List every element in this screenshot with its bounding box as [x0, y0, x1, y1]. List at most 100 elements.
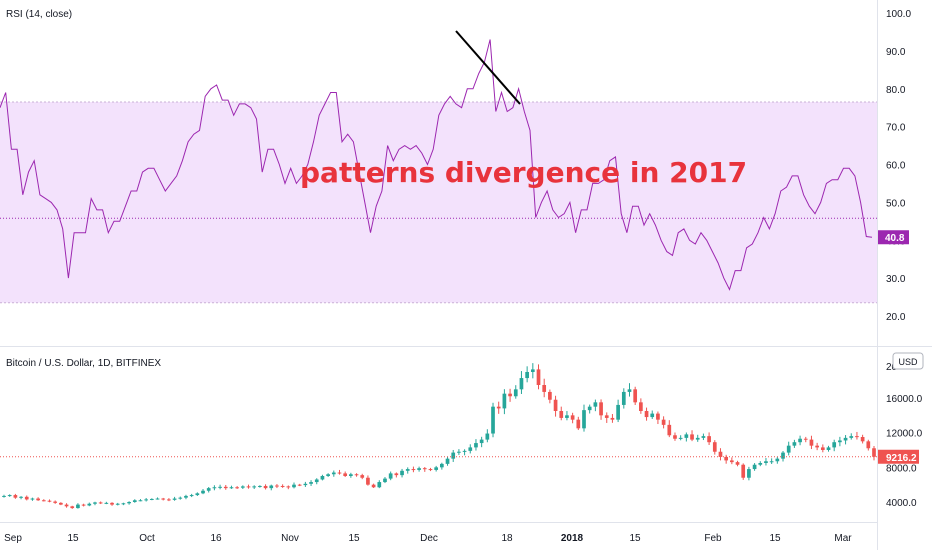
candle — [491, 402, 495, 438]
candle — [775, 456, 780, 464]
candle-body — [189, 495, 194, 497]
candle-body — [457, 451, 461, 453]
candle-body — [707, 436, 711, 443]
candle — [127, 501, 131, 505]
candle-body — [422, 468, 427, 470]
time-tick-label: 15 — [67, 533, 79, 544]
candle-body — [576, 419, 581, 429]
currency-badge-label: USD — [898, 357, 918, 367]
candle — [684, 432, 689, 442]
candle-body — [462, 450, 467, 452]
candle-body — [468, 447, 473, 451]
candle-body — [633, 389, 638, 403]
candle-body — [860, 437, 865, 442]
candle — [155, 497, 160, 500]
rsi-pane[interactable]: RSI (14, close) patterns divergence in 2… — [0, 9, 877, 304]
rsi-value-tag-label: 40.8 — [885, 233, 905, 244]
candle-body — [337, 472, 342, 474]
candle — [838, 436, 842, 447]
candle — [240, 485, 245, 490]
candle — [815, 442, 819, 451]
candle — [673, 432, 677, 441]
candle — [417, 466, 421, 472]
currency-badge[interactable]: USD — [892, 352, 924, 370]
price-tick-label: 12000.0 — [886, 429, 923, 440]
candle-body — [803, 438, 808, 440]
candle-body — [621, 391, 626, 405]
rsi-tick-label: 20.0 — [886, 312, 906, 323]
candle — [331, 470, 336, 477]
candle — [13, 493, 18, 499]
candle — [707, 432, 711, 446]
candle-body — [195, 493, 200, 496]
candle-body — [724, 456, 729, 461]
currency-badge-box — [892, 352, 924, 370]
candle-body — [383, 478, 387, 483]
candle-body — [388, 473, 393, 479]
candle — [132, 499, 137, 503]
time-axis[interactable]: Sep 15 Oct 16 Nov 15 Dec 18 2018 15 Feb 15 Mar — [0, 522, 877, 545]
candle-body — [712, 442, 717, 452]
candle-body — [309, 482, 313, 484]
trend-line-drawing[interactable] — [455, 30, 521, 105]
candle — [457, 449, 461, 455]
candle — [19, 496, 23, 500]
candle — [843, 435, 848, 445]
candle-body — [542, 385, 547, 392]
rsi-tick-label: 70.0 — [886, 123, 906, 134]
candle — [508, 388, 512, 402]
candle — [320, 474, 325, 481]
candle-body — [559, 411, 564, 418]
candle — [593, 399, 598, 412]
candle-body — [690, 434, 694, 440]
candle-body — [434, 467, 439, 470]
candle — [826, 445, 831, 452]
candle-body — [206, 488, 211, 491]
candle — [536, 364, 541, 390]
candle — [855, 431, 859, 440]
candle — [474, 439, 478, 451]
rsi-tick-label: 30.0 — [886, 274, 906, 285]
candle-body — [639, 402, 643, 411]
time-tick-label: Nov — [281, 533, 299, 544]
candle — [832, 439, 837, 452]
candle — [656, 411, 660, 425]
time-tick-label: 15 — [348, 533, 360, 544]
candle — [530, 363, 535, 379]
candle — [434, 465, 439, 472]
candle-body — [269, 485, 274, 489]
time-tick-label: Feb — [704, 533, 722, 544]
time-tick-label: Oct — [139, 533, 155, 544]
candle-body — [752, 464, 757, 470]
candle — [462, 449, 467, 456]
candle-body — [445, 458, 450, 464]
candle — [87, 502, 92, 507]
candle-body — [184, 495, 188, 498]
candle-body — [627, 389, 632, 392]
candle-body — [872, 448, 876, 457]
candle — [115, 502, 120, 506]
candle — [377, 480, 382, 489]
candle-body — [536, 369, 541, 385]
annotation-text[interactable]: patterns divergence in 2017 — [300, 156, 747, 189]
candle — [661, 416, 666, 429]
candle-body — [815, 445, 819, 448]
candle — [428, 467, 433, 472]
price-axis[interactable]: 100.090.080.070.060.050.040.030.020.0 16… — [877, 0, 924, 550]
price-pane[interactable]: Bitcoin / U.S. Dollar, 1D, BITFINEX — [0, 358, 877, 509]
candle — [104, 501, 109, 505]
candle — [758, 461, 763, 467]
candle — [798, 435, 802, 446]
candle — [422, 467, 427, 472]
candle-body — [354, 474, 359, 476]
candle-body — [405, 469, 410, 471]
candle — [201, 489, 205, 495]
candle-body — [673, 435, 677, 439]
candle-body — [349, 474, 353, 476]
candle — [343, 471, 348, 478]
candle — [576, 416, 581, 431]
candle-body — [218, 486, 222, 488]
candle — [59, 502, 63, 506]
candle — [195, 492, 200, 496]
candle-body — [59, 502, 63, 505]
